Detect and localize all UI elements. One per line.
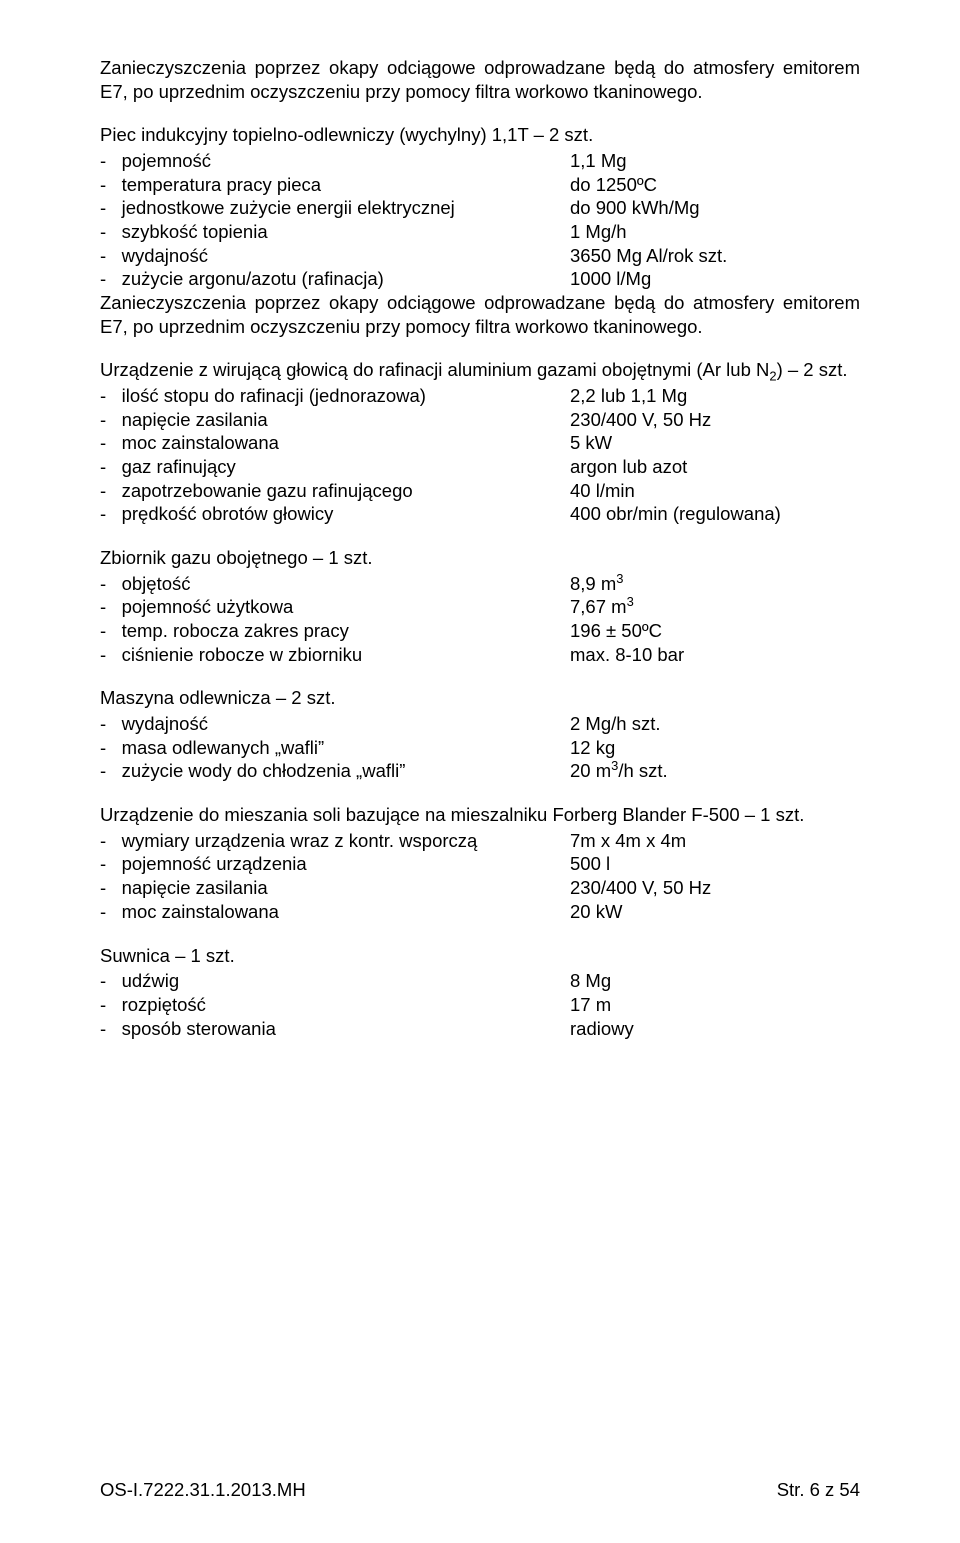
spec-label: - wymiary urządzenia wraz z kontr. wspor… xyxy=(100,829,477,853)
spec-label: - ilość stopu do rafinacji (jednorazowa) xyxy=(100,384,426,408)
spec-value: 196 ± 50ºC xyxy=(570,619,860,643)
spec-row: - napięcie zasilania 230/400 V, 50 Hz xyxy=(100,408,860,432)
spec-row: - pojemność urządzenia 500 l xyxy=(100,852,860,876)
paragraph-piec-trail: Zanieczyszczenia poprzez okapy odciągowe… xyxy=(100,291,860,338)
paragraph-intro: Zanieczyszczenia poprzez okapy odciągowe… xyxy=(100,56,860,103)
spec-value: 230/400 V, 50 Hz xyxy=(570,408,860,432)
spec-list-zbiornik: - objętość 8,9 m3 - pojemność użytkowa 7… xyxy=(100,572,860,667)
spec-row: - sposób sterowania radiowy xyxy=(100,1017,860,1041)
spec-value: 500 l xyxy=(570,852,860,876)
spec-label: - pojemność urządzenia xyxy=(100,852,307,876)
spec-value: 3650 Mg Al/rok szt. xyxy=(570,244,860,268)
spec-label: - sposób sterowania xyxy=(100,1017,276,1041)
spec-list-maszyna: - wydajność 2 Mg/h szt. - masa odlewanyc… xyxy=(100,712,860,783)
spec-row: - temp. robocza zakres pracy 196 ± 50ºC xyxy=(100,619,860,643)
spec-label: - jednostkowe zużycie energii elektryczn… xyxy=(100,196,455,220)
spec-value: 2,2 lub 1,1 Mg xyxy=(570,384,860,408)
spec-value: 12 kg xyxy=(570,736,860,760)
spec-row: - szybkość topienia 1 Mg/h xyxy=(100,220,860,244)
footer-left: OS-I.7222.31.1.2013.MH xyxy=(100,1479,306,1501)
spec-label: - zużycie wody do chłodzenia „wafli” xyxy=(100,759,405,783)
spec-value: argon lub azot xyxy=(570,455,860,479)
spec-label: - moc zainstalowana xyxy=(100,431,279,455)
spec-value: 5 kW xyxy=(570,431,860,455)
spec-label: - objętość xyxy=(100,572,191,596)
spec-row: - zużycie wody do chłodzenia „wafli” 20 … xyxy=(100,759,860,783)
spec-value: 230/400 V, 50 Hz xyxy=(570,876,860,900)
spec-value: 8 Mg xyxy=(570,969,860,993)
spec-list-mieszanie: - wymiary urządzenia wraz z kontr. wspor… xyxy=(100,829,860,924)
spec-row: - wydajność 2 Mg/h szt. xyxy=(100,712,860,736)
spec-label: - temp. robocza zakres pracy xyxy=(100,619,349,643)
spec-row: - napięcie zasilania 230/400 V, 50 Hz xyxy=(100,876,860,900)
spec-label: - moc zainstalowana xyxy=(100,900,279,924)
spec-row: - moc zainstalowana 5 kW xyxy=(100,431,860,455)
spec-list-rafinacja: - ilość stopu do rafinacji (jednorazowa)… xyxy=(100,384,860,526)
spec-row: - objętość 8,9 m3 xyxy=(100,572,860,596)
spec-row: - jednostkowe zużycie energii elektryczn… xyxy=(100,196,860,220)
spec-label: - napięcie zasilania xyxy=(100,408,268,432)
spec-row: - gaz rafinujący argon lub azot xyxy=(100,455,860,479)
spec-value: 2 Mg/h szt. xyxy=(570,712,860,736)
spec-list-suwnica: - udźwig 8 Mg - rozpiętość 17 m - sposób… xyxy=(100,969,860,1040)
spec-row: - wymiary urządzenia wraz z kontr. wspor… xyxy=(100,829,860,853)
section-heading-zbiornik: Zbiornik gazu obojętnego – 1 szt. xyxy=(100,546,860,570)
spec-value: 17 m xyxy=(570,993,860,1017)
page: Zanieczyszczenia poprzez okapy odciągowe… xyxy=(0,0,960,1543)
spec-label: - zapotrzebowanie gazu rafinującego xyxy=(100,479,413,503)
spec-row: - prędkość obrotów głowicy 400 obr/min (… xyxy=(100,502,860,526)
section-heading-suwnica: Suwnica – 1 szt. xyxy=(100,944,860,968)
spec-row: - masa odlewanych „wafli” 12 kg xyxy=(100,736,860,760)
spec-label: - prędkość obrotów głowicy xyxy=(100,502,333,526)
spec-label: - temperatura pracy pieca xyxy=(100,173,321,197)
spec-value: 400 obr/min (regulowana) xyxy=(570,502,860,526)
spec-value: 7m x 4m x 4m xyxy=(570,829,860,853)
spec-value: do 900 kWh/Mg xyxy=(570,196,860,220)
spec-label: - napięcie zasilania xyxy=(100,876,268,900)
page-footer: OS-I.7222.31.1.2013.MH Str. 6 z 54 xyxy=(100,1479,860,1501)
spec-row: - rozpiętość 17 m xyxy=(100,993,860,1017)
spec-row: - wydajność 3650 Mg Al/rok szt. xyxy=(100,244,860,268)
spec-row: - pojemność użytkowa 7,67 m3 xyxy=(100,595,860,619)
spec-label: - pojemność użytkowa xyxy=(100,595,293,619)
spec-label: - rozpiętość xyxy=(100,993,206,1017)
section-heading-mieszanie: Urządzenie do mieszania soli bazujące na… xyxy=(100,803,860,827)
spec-value: 20 kW xyxy=(570,900,860,924)
section-heading-piec: Piec indukcyjny topielno-odlewniczy (wyc… xyxy=(100,123,860,147)
spec-row: - udźwig 8 Mg xyxy=(100,969,860,993)
spec-row: - ilość stopu do rafinacji (jednorazowa)… xyxy=(100,384,860,408)
spec-label: - udźwig xyxy=(100,969,179,993)
spec-row: - zapotrzebowanie gazu rafinującego 40 l… xyxy=(100,479,860,503)
spec-value: 1,1 Mg xyxy=(570,149,860,173)
spec-value: 1 Mg/h xyxy=(570,220,860,244)
spec-label: - szybkość topienia xyxy=(100,220,268,244)
footer-right: Str. 6 z 54 xyxy=(777,1479,860,1501)
spec-value: do 1250ºC xyxy=(570,173,860,197)
spec-value: radiowy xyxy=(570,1017,860,1041)
spec-list-piec: - pojemność 1,1 Mg - temperatura pracy p… xyxy=(100,149,860,291)
spec-label: - wydajność xyxy=(100,244,208,268)
spec-value: 8,9 m3 xyxy=(570,572,860,596)
spec-value: 40 l/min xyxy=(570,479,860,503)
spec-row: - temperatura pracy pieca do 1250ºC xyxy=(100,173,860,197)
spec-row: - zużycie argonu/azotu (rafinacja) 1000 … xyxy=(100,267,860,291)
spec-row: - moc zainstalowana 20 kW xyxy=(100,900,860,924)
spec-label: - pojemność xyxy=(100,149,211,173)
spec-value: 1000 l/Mg xyxy=(570,267,860,291)
spec-value: max. 8-10 bar xyxy=(570,643,860,667)
section-heading-rafinacja: Urządzenie z wirującą głowicą do rafinac… xyxy=(100,358,860,382)
spec-value: 7,67 m3 xyxy=(570,595,860,619)
section-heading-maszyna: Maszyna odlewnicza – 2 szt. xyxy=(100,686,860,710)
spec-label: - gaz rafinujący xyxy=(100,455,236,479)
spec-label: - zużycie argonu/azotu (rafinacja) xyxy=(100,267,384,291)
spec-label: - ciśnienie robocze w zbiorniku xyxy=(100,643,362,667)
spec-value: 20 m3/h szt. xyxy=(570,759,860,783)
spec-row: - ciśnienie robocze w zbiorniku max. 8-1… xyxy=(100,643,860,667)
spec-row: - pojemność 1,1 Mg xyxy=(100,149,860,173)
spec-label: - masa odlewanych „wafli” xyxy=(100,736,324,760)
spec-label: - wydajność xyxy=(100,712,208,736)
